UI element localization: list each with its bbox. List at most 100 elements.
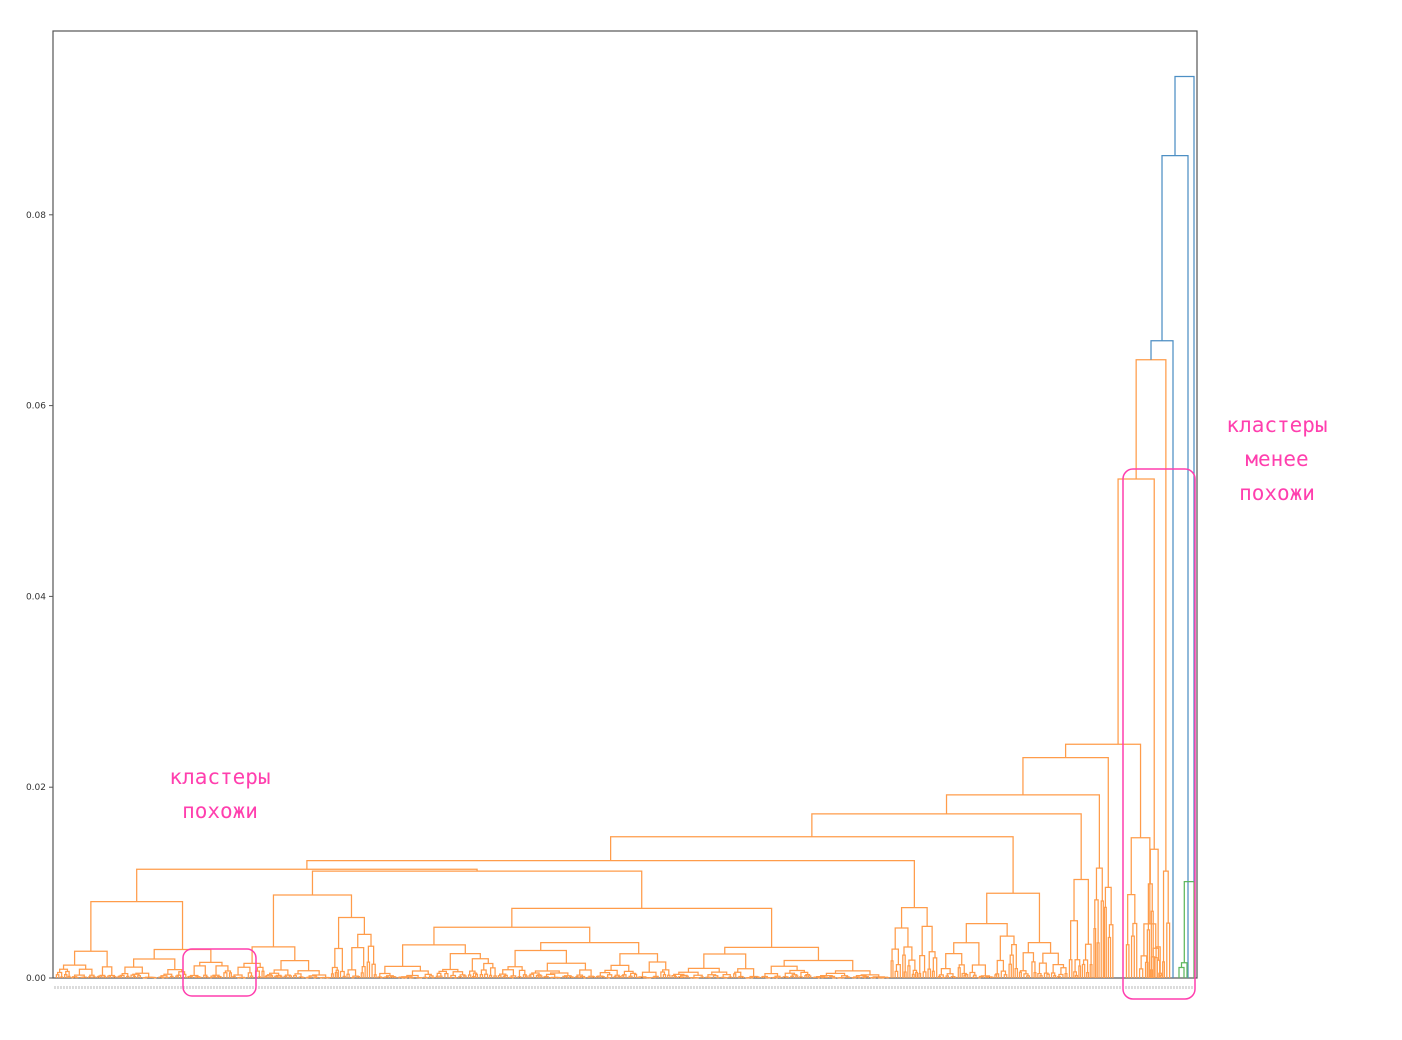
dendrogram-link xyxy=(931,970,935,978)
dendrogram-link xyxy=(813,976,820,978)
dendrogram-link xyxy=(471,958,489,972)
dendrogram-link xyxy=(224,970,232,973)
dendrogram-link xyxy=(366,961,371,978)
dendrogram-link xyxy=(961,972,967,978)
dendrogram-link xyxy=(133,958,176,970)
y-tick-label: 0.02 xyxy=(26,783,46,793)
dendrogram-link xyxy=(1011,944,1017,969)
dendrogram-link xyxy=(1081,963,1086,978)
dendrogram-link xyxy=(853,976,860,978)
dendrogram-link xyxy=(60,976,64,978)
dendrogram-link xyxy=(99,974,106,977)
dendrogram-link xyxy=(193,965,206,976)
dendrogram-link xyxy=(1052,964,1065,974)
dendrogram-link xyxy=(932,957,938,978)
dendrogram-link xyxy=(1095,867,1103,902)
dendrogram-link xyxy=(232,975,236,978)
dendrogram-link xyxy=(637,976,641,979)
dendrogram-link xyxy=(1068,959,1073,978)
dendrogram-link xyxy=(223,972,228,978)
dendrogram-link xyxy=(384,965,421,974)
dendrogram-link xyxy=(957,967,961,978)
dendrogram-link xyxy=(651,976,656,978)
y-tick-label: 0.08 xyxy=(26,211,46,221)
dendrogram-link xyxy=(393,976,397,978)
dendrogram-link xyxy=(101,966,113,976)
dendrogram-link xyxy=(58,968,69,973)
dendrogram-link xyxy=(1150,910,1154,978)
dendrogram-link xyxy=(895,964,901,978)
dendrogram-link xyxy=(55,974,60,978)
dendrogram-link xyxy=(795,975,799,978)
dendrogram-link xyxy=(158,976,164,978)
dendrogram-link xyxy=(1174,75,1195,882)
dendrogram-link xyxy=(782,976,788,978)
dendrogram-link xyxy=(1127,894,1136,945)
dendrogram-link xyxy=(728,976,733,978)
dendrogram-link xyxy=(401,976,413,978)
dendrogram-link xyxy=(1084,943,1092,965)
dendrogram-link xyxy=(124,966,143,974)
dendrogram-link xyxy=(228,972,232,978)
dendrogram-link xyxy=(1178,966,1185,978)
dendrogram-link xyxy=(805,974,811,976)
dendrogram-link xyxy=(499,973,507,976)
dendrogram-link xyxy=(280,960,310,971)
dendrogram-link xyxy=(1125,944,1130,978)
dendrogram-link xyxy=(135,972,150,978)
dendrogram-link xyxy=(467,974,472,978)
y-tick-label: 0.06 xyxy=(26,402,46,412)
dendrogram-link xyxy=(459,974,466,977)
annotation-similar-clusters: кластеры похожи xyxy=(169,765,271,823)
dendrogram-link xyxy=(789,969,805,974)
dendrogram-link xyxy=(986,892,1041,943)
dendrogram-link xyxy=(314,976,319,979)
dendrogram-link xyxy=(1026,975,1030,978)
dendrogram-link xyxy=(347,969,357,977)
dendrogram-link xyxy=(1100,900,1104,978)
dendrogram-link xyxy=(764,973,779,977)
dendrogram-link xyxy=(169,975,174,978)
dendrogram-link xyxy=(121,973,129,977)
dendrogram-link xyxy=(433,926,591,945)
dendrogram-link xyxy=(605,976,610,979)
dendrogram-link xyxy=(915,971,919,978)
dendrogram-link xyxy=(361,966,366,978)
y-tick-label: 0.04 xyxy=(26,592,46,602)
dendrogram-link xyxy=(1130,837,1151,924)
dendrogram-link xyxy=(980,975,991,977)
dendrogram-link xyxy=(662,969,670,976)
dendrogram-link xyxy=(401,944,466,967)
dendrogram-link xyxy=(638,976,647,978)
dendrogram-link xyxy=(907,965,911,978)
dendrogram-link xyxy=(720,976,726,979)
dendrogram-link xyxy=(1108,924,1114,978)
dendrogram-link xyxy=(510,975,517,978)
dendrogram-link xyxy=(660,971,666,978)
dendrogram-link xyxy=(218,976,222,978)
dendrogram-link xyxy=(963,974,967,978)
dendrogram-link xyxy=(194,976,198,978)
dendrogram-link xyxy=(900,906,928,928)
dendrogram-link xyxy=(517,976,522,978)
dendrogram-link xyxy=(233,974,243,978)
dendrogram-link xyxy=(1147,883,1153,930)
dendrogram-link xyxy=(825,972,846,976)
dendrogram-link xyxy=(1140,955,1148,969)
dendrogram-link xyxy=(438,970,448,974)
dendrogram-link xyxy=(514,949,568,967)
dendrogram-link xyxy=(1154,957,1158,978)
dendrogram-link xyxy=(641,971,657,977)
dendrogram-link xyxy=(1103,906,1107,978)
dendrogram-link xyxy=(996,959,1005,974)
dendrogram-link xyxy=(819,975,833,977)
dendrogram-link xyxy=(1096,942,1100,978)
dendrogram-link xyxy=(531,972,540,975)
dendrogram-link xyxy=(588,975,594,978)
dendrogram-link xyxy=(1014,967,1019,978)
dendrogram-link xyxy=(1132,922,1138,978)
dendrogram-link xyxy=(311,870,643,909)
dendrogram-link xyxy=(199,961,223,966)
dendrogram-link xyxy=(73,974,85,978)
